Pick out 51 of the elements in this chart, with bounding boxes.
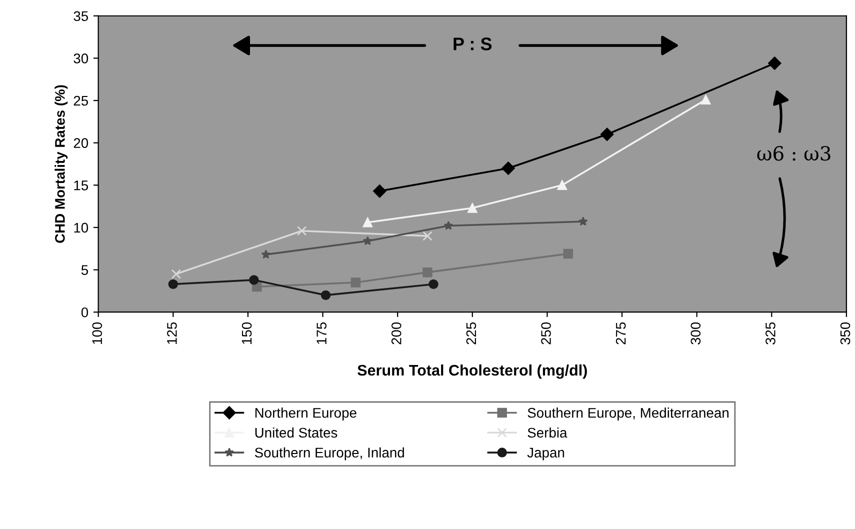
point bbox=[362, 236, 372, 246]
point bbox=[362, 218, 373, 228]
point bbox=[422, 231, 432, 241]
point bbox=[502, 162, 515, 175]
point bbox=[700, 94, 711, 105]
x-tick-label: 275 bbox=[616, 322, 626, 344]
x-axis-title: Serum Total Cholesterol (mg/dl) bbox=[358, 364, 587, 379]
y-axis-title: CHD Mortality Rates (%) bbox=[54, 85, 68, 243]
point bbox=[444, 220, 454, 230]
point bbox=[563, 248, 574, 259]
point bbox=[350, 278, 361, 288]
legend-label: United States bbox=[255, 427, 338, 438]
y-tick-label: 10 bbox=[74, 222, 88, 233]
point bbox=[320, 290, 331, 300]
y-tick-label: 0 bbox=[81, 307, 88, 318]
point bbox=[171, 269, 181, 279]
y-tick-label: 25 bbox=[74, 96, 88, 106]
annotation: ω6 : ω3 bbox=[757, 146, 830, 161]
x-tick-label: 150 bbox=[242, 322, 252, 344]
y-tick-label: 20 bbox=[74, 138, 88, 148]
point bbox=[557, 180, 568, 190]
point bbox=[249, 275, 259, 285]
point bbox=[578, 216, 588, 226]
x-tick-label: 175 bbox=[316, 322, 326, 344]
point bbox=[468, 203, 478, 213]
x-tick-label: 125 bbox=[167, 322, 177, 344]
annotation: P : S bbox=[454, 38, 492, 50]
point bbox=[168, 279, 178, 290]
x-tick-label: 325 bbox=[766, 322, 776, 344]
y-tick-label: 30 bbox=[74, 54, 88, 64]
y-tick-label: 5 bbox=[81, 265, 88, 275]
x-tick-label: 350 bbox=[840, 322, 850, 344]
point bbox=[428, 279, 438, 290]
point bbox=[768, 56, 782, 70]
x-tick-label: 100 bbox=[92, 322, 102, 344]
legend-label: Northern Europe bbox=[255, 408, 356, 421]
x-tick-label: 300 bbox=[690, 322, 701, 344]
legend-label: Serbia bbox=[528, 427, 568, 438]
legend-label: Southern Europe, Inland bbox=[254, 447, 404, 460]
legend-label: Southern Europe, Mediterranean bbox=[528, 408, 728, 421]
point bbox=[296, 226, 307, 236]
point bbox=[422, 267, 432, 278]
point bbox=[261, 250, 271, 259]
point bbox=[600, 128, 614, 141]
x-tick-label: 225 bbox=[466, 322, 476, 344]
y-tick-label: 35 bbox=[74, 11, 88, 22]
legend-label: Japan bbox=[527, 448, 564, 460]
x-tick-label: 200 bbox=[391, 322, 402, 344]
point bbox=[373, 184, 386, 198]
x-tick-label: 250 bbox=[541, 322, 551, 344]
y-tick-label: 15 bbox=[74, 180, 88, 190]
